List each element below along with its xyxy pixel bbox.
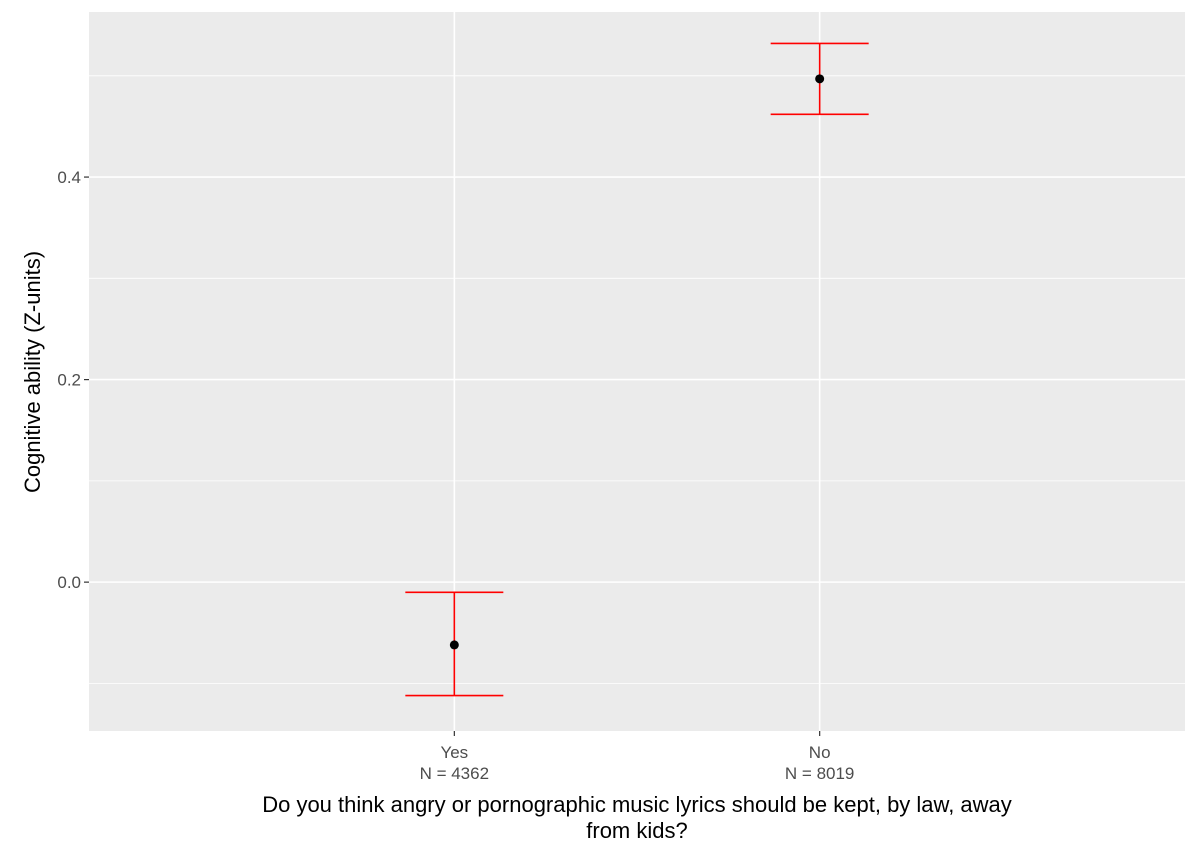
x-axis-title-line-1: Do you think angry or pornographic music…: [262, 792, 1012, 817]
y-tick-label: 0.0: [57, 573, 81, 592]
plot-panel: [89, 12, 1185, 731]
x-tick-label: Yes: [440, 743, 468, 762]
y-axis: 0.0 0.2 0.4: [57, 168, 89, 592]
x-tick-label: No: [809, 743, 831, 762]
x-axis: Yes N = 4362 No N = 8019: [420, 731, 854, 783]
x-tick-n-label: N = 4362: [420, 764, 489, 783]
data-point: [449, 640, 459, 650]
x-tick-n-label: N = 8019: [785, 764, 854, 783]
y-axis-title: Cognitive ability (Z-units): [20, 251, 45, 493]
grid: [89, 12, 1185, 731]
data-point: [815, 74, 825, 84]
y-tick-label: 0.4: [57, 168, 81, 187]
x-axis-title-line-2: from kids?: [586, 818, 687, 843]
data-points: [449, 74, 825, 650]
y-tick-label: 0.2: [57, 371, 81, 390]
